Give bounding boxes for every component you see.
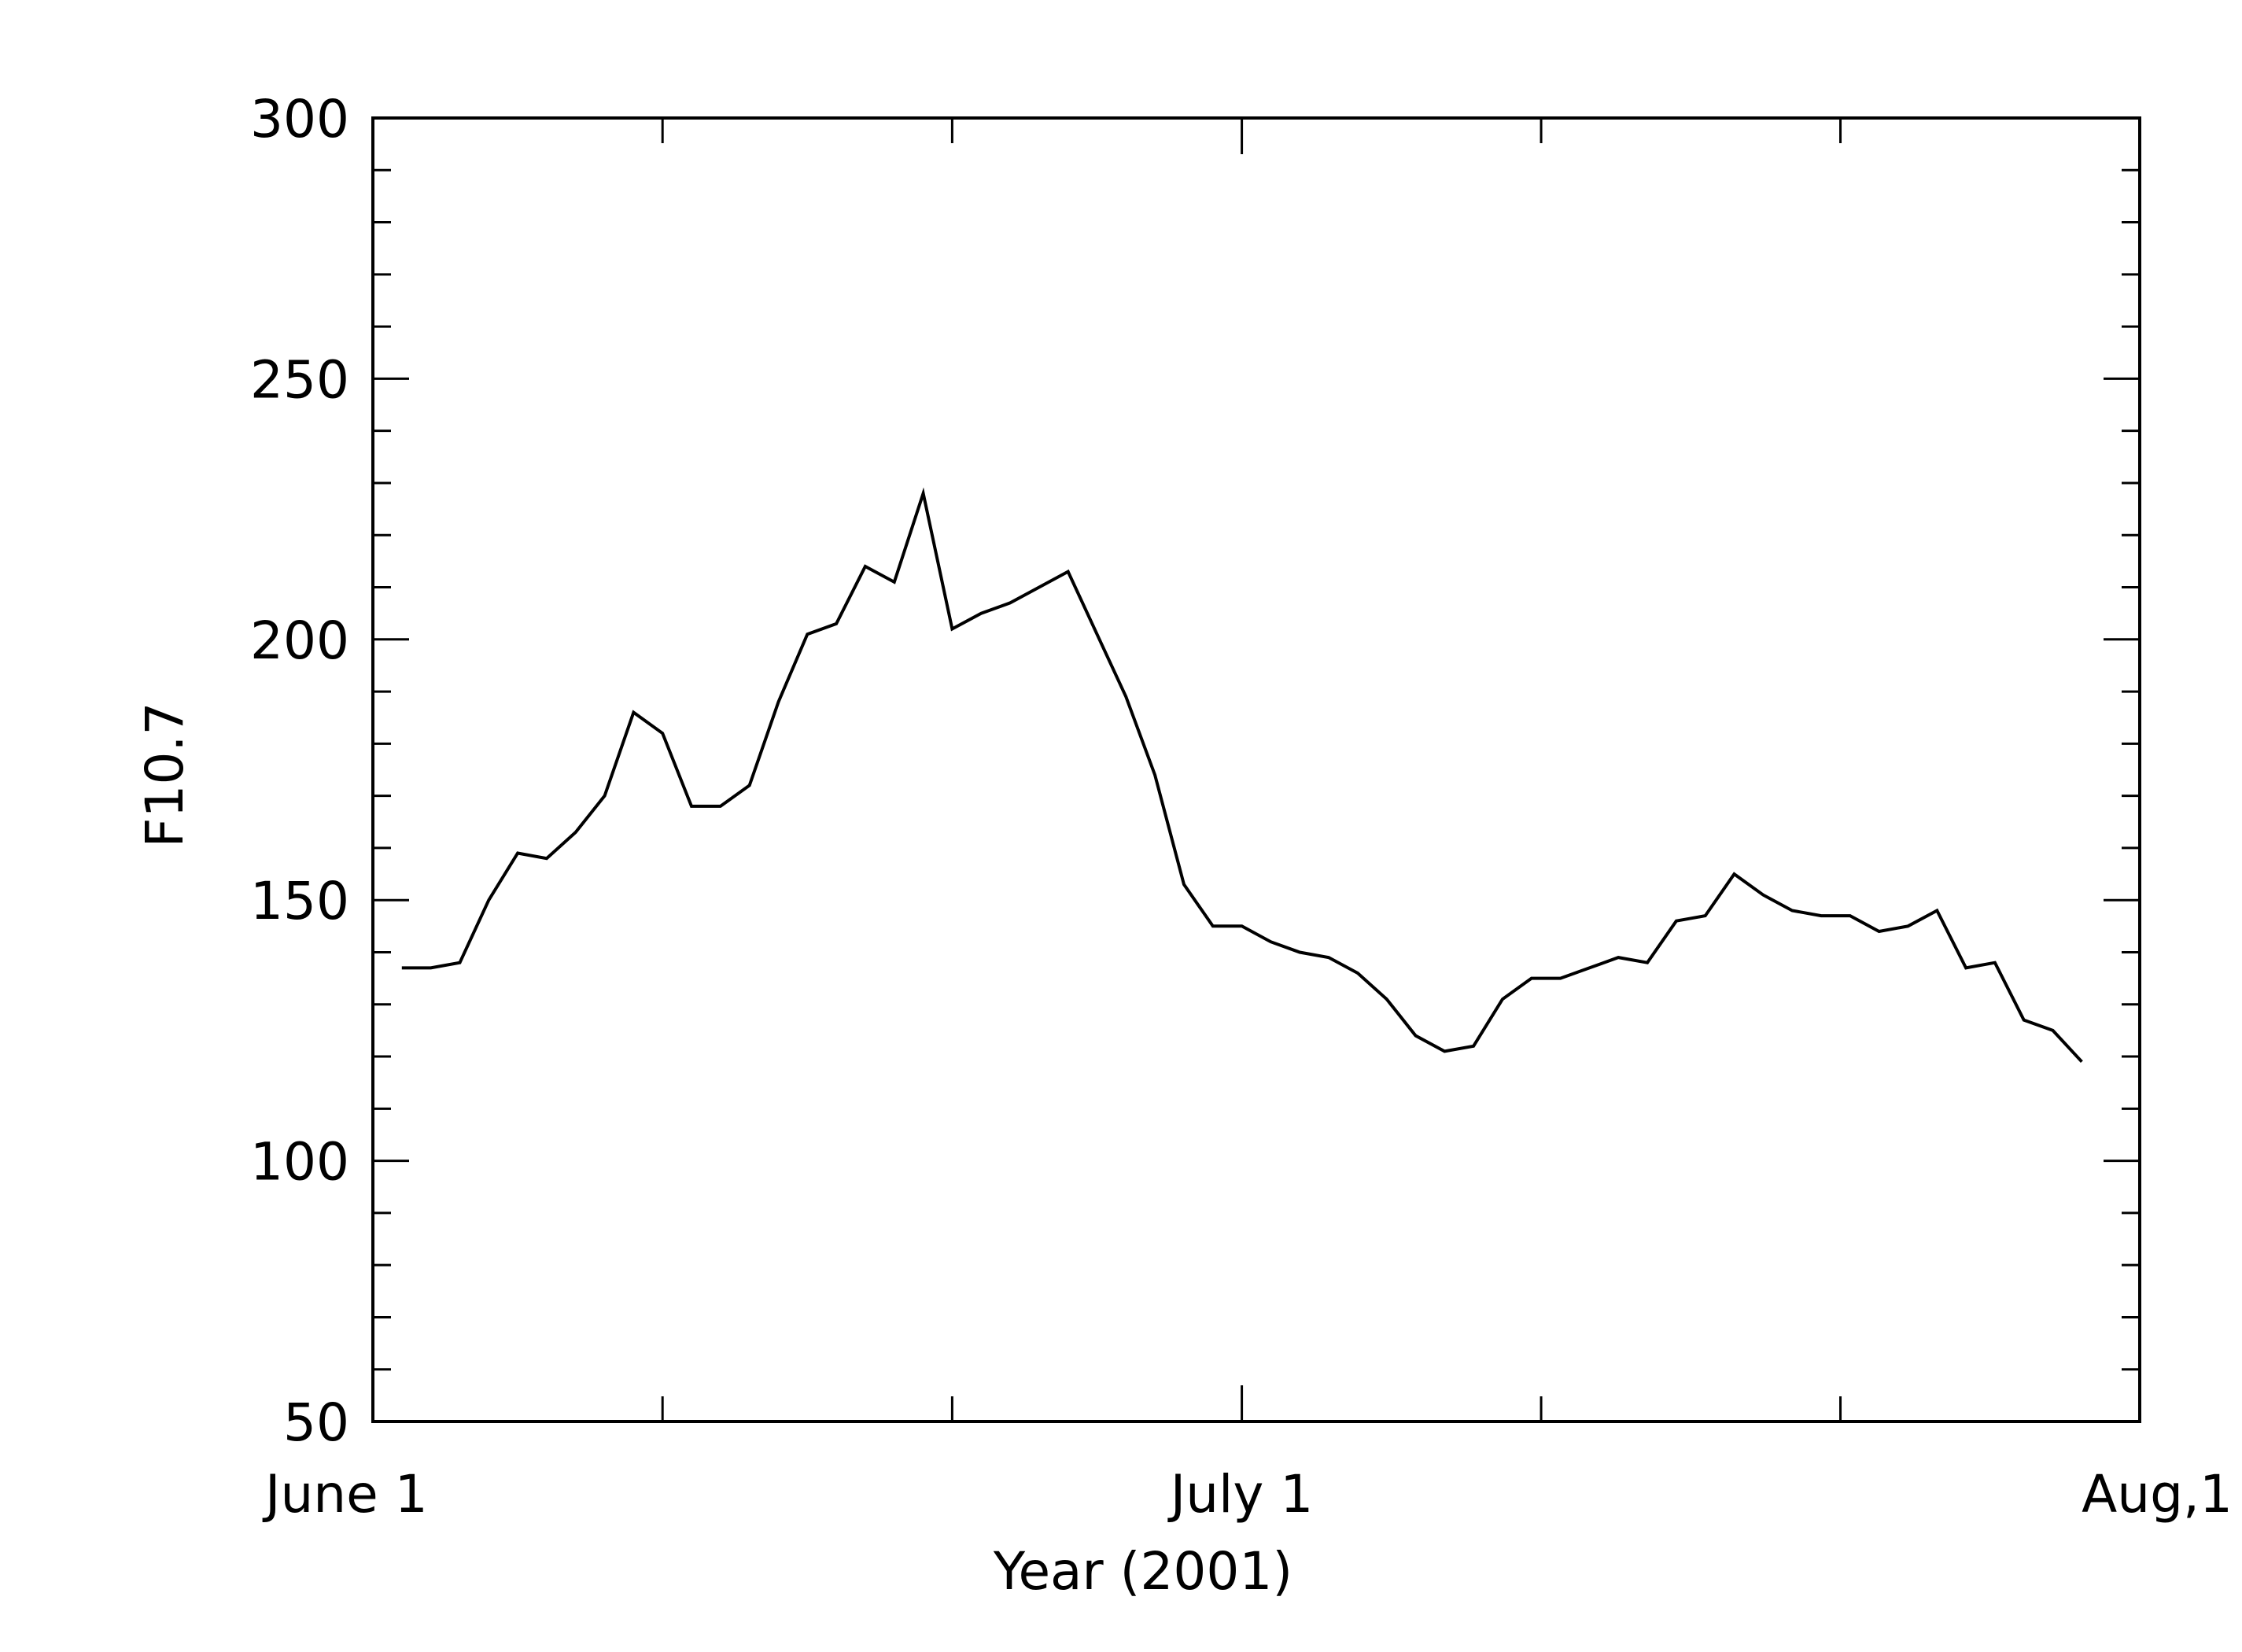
y-tick-label: 100 — [250, 1132, 349, 1193]
y-tick-label: 250 — [250, 349, 349, 410]
y-tick-label: 300 — [250, 89, 349, 149]
y-tick-label: 150 — [250, 871, 349, 931]
y-axis-ticks: 50 100 150 200 250 300 — [250, 89, 2140, 1453]
x-axis-ticks: June 1 July 1 Aug,1 — [262, 118, 2233, 1525]
series-line-0 — [401, 487, 2083, 1064]
x-axis-title: Year (2001) — [993, 1541, 1292, 1602]
plot-frame — [371, 116, 2141, 1423]
x-tick-label: July 1 — [1167, 1464, 1314, 1525]
y-tick-label: 200 — [250, 610, 349, 671]
x-tick-label: Aug,1 — [2082, 1464, 2233, 1525]
x-tick-label: June 1 — [262, 1464, 428, 1525]
series-layer — [401, 487, 2083, 1064]
y-axis-title: F10.7 — [135, 702, 195, 848]
y-tick-label: 50 — [283, 1392, 349, 1453]
